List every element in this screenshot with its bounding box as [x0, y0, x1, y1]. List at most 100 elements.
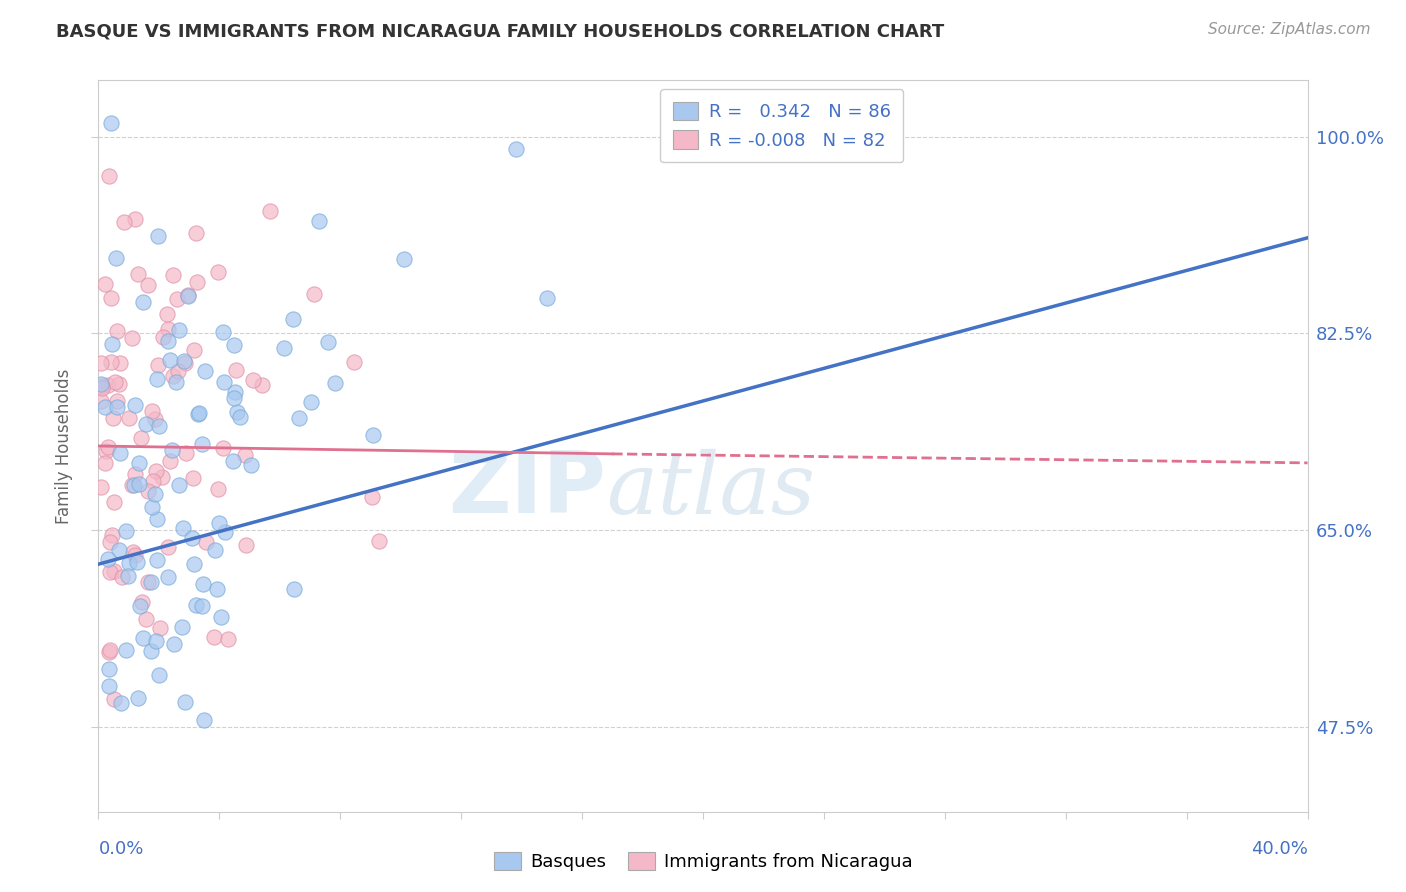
Point [166, 293, 188, 307]
Point [110, 696, 132, 710]
Point [299, 394, 322, 409]
Point [167, 478, 190, 492]
Point [145, 464, 167, 478]
Point [202, 630, 225, 644]
Point [242, 373, 264, 387]
Point [177, 289, 200, 303]
Point [121, 331, 143, 345]
Point [217, 632, 239, 646]
Point [98, 643, 121, 657]
Point [157, 322, 180, 336]
Point [94, 400, 117, 414]
Point [125, 555, 148, 569]
Point [128, 599, 150, 614]
Point [212, 441, 235, 455]
Point [225, 363, 247, 377]
Text: atlas: atlas [606, 449, 815, 532]
Point [90, 394, 112, 409]
Point [143, 487, 166, 501]
Point [101, 336, 124, 351]
Text: 0.0%: 0.0% [98, 840, 143, 858]
Point [156, 570, 179, 584]
Point [136, 484, 159, 499]
Point [143, 411, 166, 425]
Point [148, 419, 170, 434]
Point [184, 226, 207, 240]
Point [193, 713, 215, 727]
Point [98, 662, 121, 676]
Point [287, 411, 309, 425]
Point [157, 540, 180, 554]
Point [97, 440, 120, 454]
Point [212, 376, 235, 390]
Point [118, 410, 141, 425]
Point [131, 431, 153, 445]
Point [103, 495, 125, 509]
Point [117, 569, 139, 583]
Point [141, 404, 163, 418]
Point [100, 355, 122, 369]
Point [214, 524, 236, 539]
Point [146, 372, 169, 386]
Point [127, 691, 149, 706]
Point [152, 330, 174, 344]
Point [112, 215, 135, 229]
Point [186, 598, 208, 612]
Point [108, 542, 131, 557]
Point [343, 354, 366, 368]
Point [172, 521, 194, 535]
Point [103, 410, 125, 425]
Point [225, 405, 247, 419]
Point [148, 667, 170, 681]
Point [323, 376, 346, 390]
Point [207, 482, 229, 496]
Point [124, 467, 146, 482]
Point [127, 267, 149, 281]
Point [94, 444, 117, 458]
Point [98, 535, 121, 549]
Point [136, 574, 159, 589]
Point [121, 477, 143, 491]
Point [160, 442, 183, 457]
Point [162, 268, 184, 282]
Point [132, 631, 155, 645]
Point [107, 325, 129, 339]
Point [103, 692, 125, 706]
Point [183, 343, 205, 357]
Point [222, 391, 245, 405]
Point [173, 356, 195, 370]
Point [194, 364, 217, 378]
Point [94, 456, 117, 470]
Point [187, 407, 209, 421]
Point [124, 211, 146, 226]
Point [173, 695, 195, 709]
Text: 40.0%: 40.0% [1251, 840, 1308, 858]
Point [167, 323, 190, 337]
Point [167, 364, 190, 378]
Point [195, 534, 218, 549]
Point [100, 116, 122, 130]
Point [224, 337, 246, 351]
Point [98, 566, 121, 580]
Point [97, 679, 120, 693]
Point [191, 576, 214, 591]
Y-axis label: Family Households: Family Households [55, 368, 73, 524]
Point [283, 582, 305, 596]
Point [108, 356, 131, 370]
Point [392, 252, 415, 267]
Point [98, 169, 121, 184]
Point [139, 644, 162, 658]
Point [163, 637, 186, 651]
Point [135, 612, 157, 626]
Point [170, 620, 193, 634]
Point [91, 381, 114, 395]
Point [183, 557, 205, 571]
Point [207, 265, 229, 279]
Point [128, 456, 150, 470]
Point [97, 645, 120, 659]
Point [105, 251, 128, 265]
Point [208, 516, 231, 530]
Point [146, 229, 169, 244]
Point [108, 377, 131, 392]
Point [235, 538, 257, 552]
